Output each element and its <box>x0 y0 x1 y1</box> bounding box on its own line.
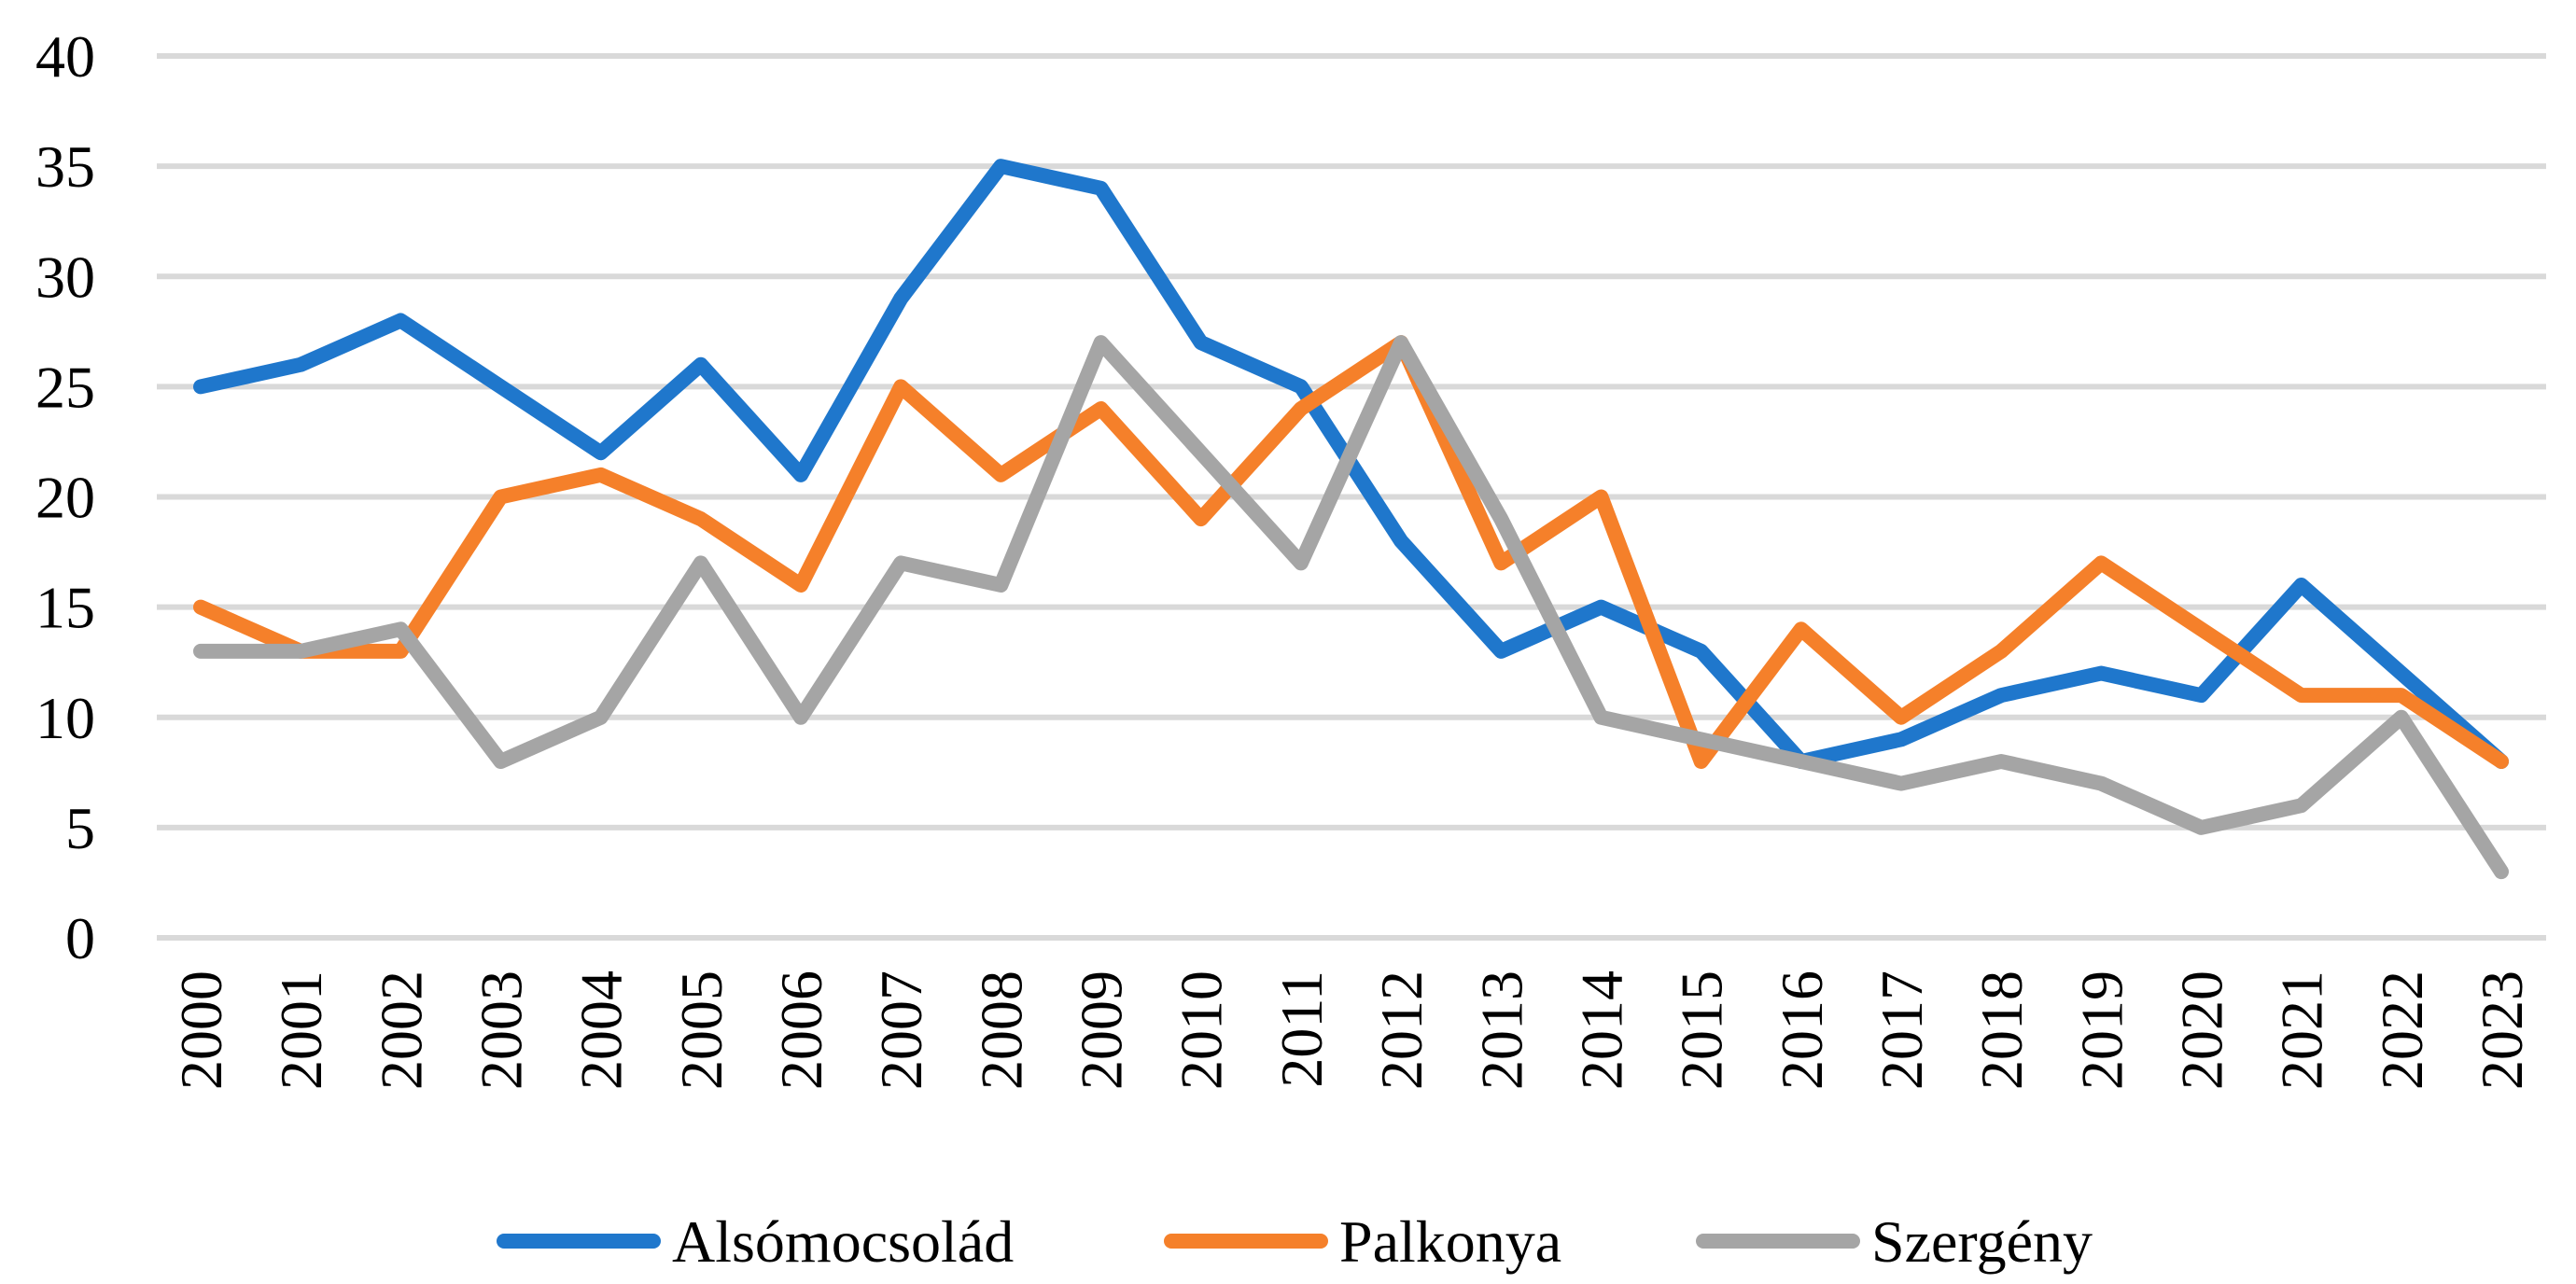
y-tick-label: 35 <box>35 133 95 200</box>
legend-item: Alsómocsolád <box>497 1208 1014 1275</box>
x-tick-label: 2001 <box>268 970 334 1090</box>
x-tick-label: 2014 <box>1568 970 1634 1090</box>
x-axis-tick-labels: 2000 2001 2002 2003 2004 2005 2006 2007 2008 2009… <box>168 970 2535 1090</box>
gridlines <box>157 53 2546 941</box>
x-tick-label: 2013 <box>1468 970 1534 1090</box>
y-tick-label: 30 <box>35 244 95 310</box>
legend-item: Szergény <box>1696 1208 2093 1275</box>
x-tick-label: 2017 <box>1869 970 1935 1090</box>
x-tick-label: 2012 <box>1368 970 1435 1090</box>
series-szergeny <box>193 335 2509 880</box>
y-tick-label: 0 <box>65 905 95 971</box>
x-tick-label: 2010 <box>1169 970 1235 1090</box>
series-line <box>193 335 2509 880</box>
series-line <box>193 335 2509 769</box>
x-tick-label: 2022 <box>2369 970 2435 1090</box>
x-tick-label: 2020 <box>2168 970 2234 1090</box>
x-tick-label: 2018 <box>1968 970 2035 1090</box>
x-tick-label: 2023 <box>2469 970 2535 1090</box>
y-tick-label: 40 <box>35 23 95 90</box>
series-lines <box>193 159 2509 880</box>
x-tick-label: 2005 <box>668 970 735 1090</box>
legend-item: Palkonya <box>1164 1208 1561 1275</box>
x-tick-label: 2006 <box>768 970 834 1090</box>
x-tick-label: 2000 <box>168 970 234 1090</box>
series-palkonya <box>193 335 2509 769</box>
x-tick-label: 2009 <box>1069 970 1135 1090</box>
legend-label: Alsómocsolád <box>672 1208 1014 1275</box>
x-tick-label: 2004 <box>568 970 635 1090</box>
legend-label: Palkonya <box>1339 1208 1561 1275</box>
y-tick-label: 20 <box>35 465 95 531</box>
y-tick-label: 10 <box>35 685 95 751</box>
x-tick-label: 2011 <box>1268 970 1335 1088</box>
y-axis-tick-labels: 0 5 10 15 20 25 30 35 40 <box>35 23 95 971</box>
x-tick-label: 2021 <box>2269 970 2335 1090</box>
x-tick-label: 2003 <box>469 970 535 1090</box>
legend-label: Szergény <box>1871 1208 2093 1275</box>
legend: Alsómocsolád Palkonya Szergény <box>497 1208 2093 1275</box>
x-tick-label: 2002 <box>368 970 434 1090</box>
x-tick-label: 2007 <box>868 970 934 1090</box>
y-tick-label: 25 <box>35 354 95 420</box>
y-tick-label: 15 <box>35 575 95 641</box>
y-tick-label: 5 <box>65 795 95 861</box>
x-tick-label: 2016 <box>1769 970 1835 1090</box>
x-tick-label: 2015 <box>1669 970 1735 1090</box>
x-tick-label: 2019 <box>2068 970 2135 1090</box>
x-tick-label: 2008 <box>968 970 1034 1090</box>
